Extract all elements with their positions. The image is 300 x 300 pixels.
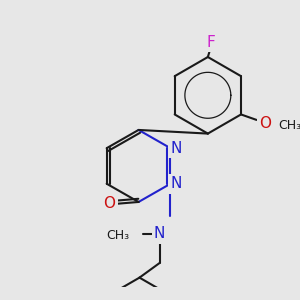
Text: O: O [103, 196, 116, 211]
Text: N: N [170, 141, 182, 156]
Text: CH₃: CH₃ [106, 229, 130, 242]
Text: F: F [206, 35, 215, 50]
Text: CH₃: CH₃ [278, 119, 300, 132]
Text: N: N [154, 226, 165, 242]
Text: O: O [260, 116, 272, 131]
Text: N: N [170, 176, 182, 191]
